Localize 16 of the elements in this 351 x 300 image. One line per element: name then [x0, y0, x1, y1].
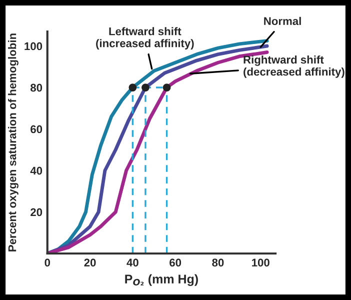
y-tick-label: 80 — [30, 84, 42, 92]
y-tick-label: 40 — [30, 166, 42, 175]
annotation: Rightward shift (decreased affinity) — [244, 55, 344, 78]
x-tick-label: 100 — [252, 258, 270, 267]
y-tick-label: 60 — [30, 125, 42, 134]
x-tick-label: 0 — [44, 258, 50, 267]
x-tick-label: 20 — [84, 258, 96, 267]
x-tick-label: 80 — [212, 258, 224, 267]
annotation: Normal — [264, 16, 301, 26]
x-axis-title: P$_{O₂}$ (mm Hg) — [125, 274, 198, 286]
y-tick-label: 20 — [30, 208, 42, 216]
x-tick-label: 40 — [126, 258, 138, 267]
x-tick-label: 60 — [170, 258, 182, 267]
annotation: Leftward shift (increased affinity) — [96, 27, 194, 50]
y-tick-label: 100 — [24, 42, 42, 50]
y-axis-title: Percent oxygen saturation of hemoglobin — [8, 34, 18, 252]
